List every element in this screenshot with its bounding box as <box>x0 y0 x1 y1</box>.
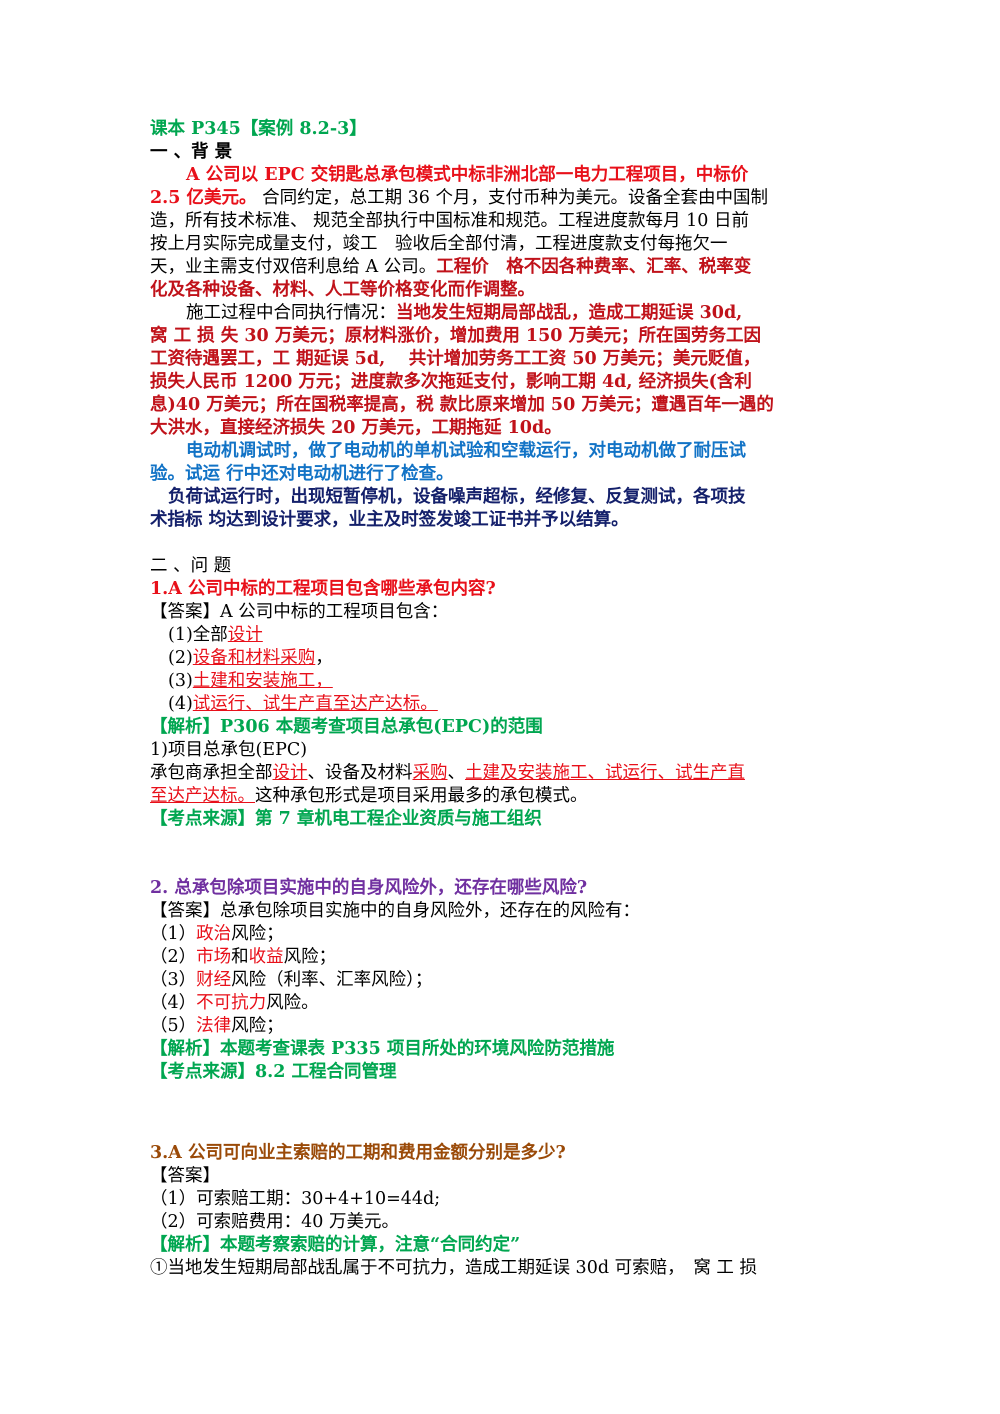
q3-item-1: （1）可索赔工期：30+4+10=44d; <box>150 1189 441 1209</box>
bg-para2-line3: 工资待遇罢工，工 期延误 5d, 共计增加劳务工工资 50 万美元；美元贬值， <box>150 349 761 369</box>
bg-para3-line1: 电动机调试时，做了电动机的单机试验和空载运行，对电动机做了耐压试 <box>186 441 746 461</box>
q2-analysis: 【解析】本题考查课表 P335 项目所处的环境风险防范措施 <box>150 1039 615 1059</box>
q1-analysis: 【解析】P306 本题考查项目总承包(EPC)的范围 <box>150 717 543 737</box>
q1-source: 【考点来源】第 7 章机电工程企业资质与施工组织 <box>150 809 542 829</box>
bg-para2-line4: 损失人民币 1200 万元；进度款多次拖延支付，影响工期 4d, 经济损失(含利 <box>150 372 752 392</box>
bg-para2-line2: 窝 工 损 失 30 万美元；原材料涨价，增加费用 150 万美元；所在国劳务工… <box>150 326 762 346</box>
bg-para4-line1: 负荷试运行时，出现短暂停机，设备噪声超标，经修复、反复测试，各项技 <box>168 487 746 507</box>
q2-item-5: （5）法律风险； <box>150 1016 284 1036</box>
document-page: 课本 P345【案例 8.2-3】 一 、背 景 A 公司以 EPC 交钥匙总承… <box>150 118 860 1280</box>
q1-item-3: (3)土建和安装施工， <box>168 671 333 691</box>
q1-item-1: (1)全部设计 <box>168 625 263 645</box>
q2-answer-intro: 【答案】总承包除项目实施中的自身风险外，还存在的风险有： <box>150 901 640 921</box>
q1-sub3: 至达产达标。这种承包形式是项目采用最多的承包模式。 <box>150 786 588 806</box>
q1-title: 1.A 公司中标的工程项目包含哪些承包内容? <box>150 579 496 599</box>
case-title: 课本 P345【案例 8.2-3】 <box>150 119 367 139</box>
q2-item-1: （1）政治风险； <box>150 924 284 944</box>
bg-para2-line5: 息)40 万美元；所在国税率提高，税 款比原来增加 50 万美元；遭遇百年一遇的 <box>150 395 774 415</box>
q1-item-2: (2)设备和材料采购， <box>168 648 333 668</box>
bg-para1-line4: 按上月实际完成量支付，竣工 验收后全部付清，工程进度款支付每拖欠一 <box>150 234 728 254</box>
bg-para3-line2: 验。试运 行中还对电动机进行了检查。 <box>150 464 454 484</box>
bg-para2-line6: 大洪水，直接经济损失 20 万美元，工期拖延 10d。 <box>150 418 562 438</box>
bg-para1-line2: 2.5 亿美元。 合同约定，总工期 36 个月，支付币种为美元。设备全套由中国制 <box>150 188 769 208</box>
bg-para1-line3: 造，所有技术标准、 规范全部执行中国标准和规范。工程进度款每月 10 日前 <box>150 211 749 231</box>
q3-item-2: （2）可索赔费用：40 万美元。 <box>150 1212 399 1232</box>
bg-para1-line6: 化及各种设备、材料、人工等价格变化而作调整。 <box>150 280 535 300</box>
q2-item-3: （3）财经风险（利率、汇率风险）； <box>150 970 433 990</box>
q3-last-line: ①当地发生短期局部战乱属于不可抗力，造成工期延误 30d 可索赔， 窝 工 损 <box>150 1258 757 1278</box>
q1-sub1: 1)项目总承包(EPC) <box>150 740 308 760</box>
q2-source: 【考点来源】8.2 工程合同管理 <box>150 1062 397 1082</box>
q3-title: 3.A 公司可向业主索赔的工期和费用金额分别是多少? <box>150 1143 566 1163</box>
bg-para1-line5: 天，业主需支付双倍利息给 A 公司。工程价 格不因各种费率、汇率、税率变 <box>150 257 752 277</box>
bg-para1-line1: A 公司以 EPC 交钥匙总承包模式中标非洲北部一电力工程项目，中标价 <box>186 165 749 185</box>
q1-answer-intro: 【答案】A 公司中标的工程项目包含： <box>150 602 449 622</box>
q2-title: 2. 总承包除项目实施中的自身风险外，还存在哪些风险? <box>150 878 588 898</box>
q1-sub2: 承包商承担全部设计、设备及材料采购、土建及安装施工、试运行、试生产直 <box>150 763 745 783</box>
q3-answer-intro: 【答案】 <box>150 1166 220 1186</box>
background-heading: 一 、背 景 <box>150 142 233 162</box>
q3-analysis: 【解析】本题考察索赔的计算，注意“合同约定” <box>150 1235 521 1255</box>
bg-para4-line2: 术指标 均达到设计要求，业主及时签发竣工证书并予以结算。 <box>150 510 629 530</box>
questions-heading: 二 、问 题 <box>150 556 232 576</box>
q2-item-4: （4）不可抗力风险。 <box>150 993 319 1013</box>
q2-item-2: （2）市场和收益风险； <box>150 947 337 967</box>
q1-item-4: (4)试运行、试生产直至达产达标。 <box>168 694 438 714</box>
bg-para2-line1: 施工过程中合同执行情况：当地发生短期局部战乱，造成工期延误 30d, <box>186 303 743 323</box>
